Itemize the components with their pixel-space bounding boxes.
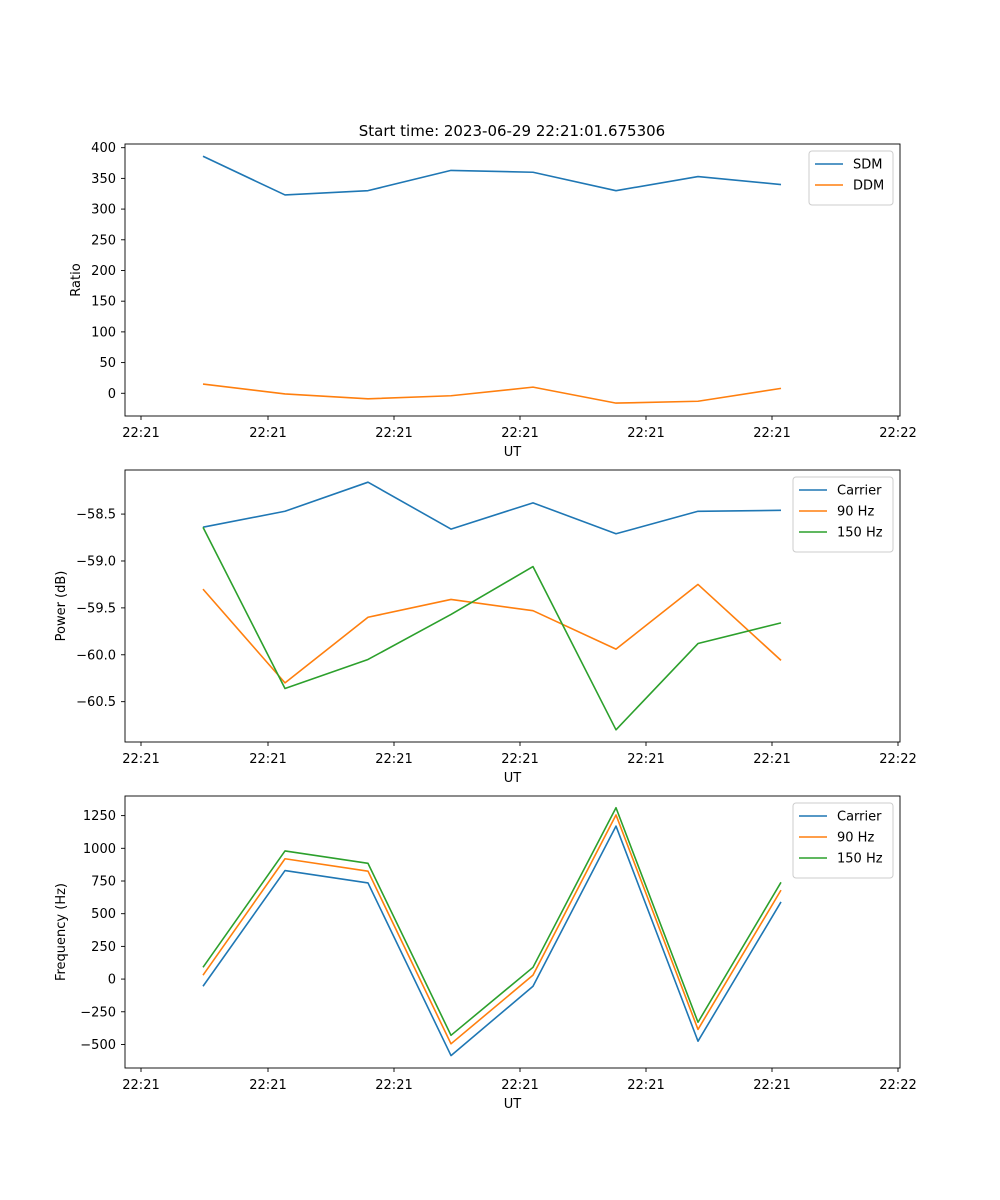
y-tick-label: 100 <box>91 325 116 340</box>
x-tick-label: 22:21 <box>249 752 286 767</box>
y-tick-label: 500 <box>91 907 116 922</box>
x-tick-label: 22:21 <box>375 1078 412 1093</box>
y-tick-label: −59.5 <box>76 601 116 616</box>
y-tick-label: −250 <box>80 1005 116 1020</box>
y-tick-label: 350 <box>91 172 116 187</box>
x-tick-label: 22:21 <box>753 752 790 767</box>
y-tick-label: 0 <box>108 387 116 402</box>
y-tick-label: 750 <box>91 875 116 890</box>
x-tick-label: 22:21 <box>249 426 286 441</box>
legend-label: Carrier <box>837 810 882 825</box>
x-tick-label: 22:21 <box>627 1078 664 1093</box>
x-tick-label: 22:21 <box>122 426 159 441</box>
y-tick-label: −59.0 <box>76 554 116 569</box>
x-tick-label: 22:22 <box>879 426 916 441</box>
y-tick-label: 200 <box>91 264 116 279</box>
series-line-carrier <box>202 481 782 535</box>
x-tick-label: 22:21 <box>375 752 412 767</box>
y-tick-label: 300 <box>91 203 116 218</box>
series-line-ddm <box>202 383 782 404</box>
x-axis-label: UT <box>504 771 522 786</box>
y-tick-label: −60.0 <box>76 648 116 663</box>
legend-label: SDM <box>853 158 882 173</box>
series-line-150-hz <box>202 806 782 1037</box>
legend-box <box>792 476 894 553</box>
series-line-150-hz <box>202 526 782 731</box>
y-tick-label: 50 <box>99 356 116 371</box>
series-line-90-hz <box>202 583 782 684</box>
legend-label: 150 Hz <box>837 526 883 541</box>
x-tick-label: 22:21 <box>627 426 664 441</box>
y-tick-label: 250 <box>91 233 116 248</box>
x-tick-label: 22:22 <box>879 1078 916 1093</box>
x-tick-label: 22:21 <box>249 1078 286 1093</box>
x-axis-label: UT <box>504 445 522 460</box>
x-tick-label: 22:21 <box>501 1078 538 1093</box>
legend: SDM DDM <box>808 150 894 206</box>
legend-label: DDM <box>853 179 884 194</box>
x-tick-label: 22:21 <box>753 1078 790 1093</box>
y-tick-label: 0 <box>108 973 116 988</box>
chart-panel-2: 22:21 22:21 22:21 22:21 22:21 22:21 22:22 UT −60… <box>54 469 917 786</box>
x-tick-label: 22:21 <box>627 752 664 767</box>
legend-label: 90 Hz <box>837 505 874 520</box>
x-tick-label: 22:22 <box>879 752 916 767</box>
legend: Carrier 90 Hz 150 Hz <box>792 476 894 553</box>
series-line-sdm <box>202 155 782 196</box>
x-tick-label: 22:21 <box>501 426 538 441</box>
x-tick-label: 22:21 <box>122 1078 159 1093</box>
legend-label: Carrier <box>837 484 882 499</box>
y-tick-label: 400 <box>91 141 116 156</box>
x-axis-label: UT <box>504 1097 522 1112</box>
x-tick-label: 22:21 <box>122 752 159 767</box>
y-tick-label: −500 <box>80 1038 116 1053</box>
legend-label: 90 Hz <box>837 831 874 846</box>
y-tick-label: −60.5 <box>76 695 116 710</box>
chart-panel-3: 22:21 22:21 22:21 22:21 22:21 22:21 22:22 UT −50… <box>54 795 917 1112</box>
y-tick-label: 1000 <box>83 842 116 857</box>
y-axis-label: Power (dB) <box>54 571 69 642</box>
x-tick-label: 22:21 <box>375 426 412 441</box>
figure-title: Start time: 2023-06-29 22:21:01.675306 <box>359 122 665 140</box>
x-tick-label: 22:21 <box>753 426 790 441</box>
y-axis-label: Frequency (Hz) <box>54 883 69 981</box>
chart-panel-1: 22:21 22:21 22:21 22:21 22:21 22:21 22:22 UT 0 50… <box>69 141 917 460</box>
y-tick-label: 150 <box>91 295 116 310</box>
plot-frame <box>124 795 901 1069</box>
plot-frame <box>124 143 901 417</box>
y-tick-label: 1250 <box>83 809 116 824</box>
plot-frame <box>124 469 901 743</box>
legend-label: 150 Hz <box>837 852 883 867</box>
series-line-carrier <box>202 825 782 1057</box>
legend-box <box>792 802 894 879</box>
x-tick-label: 22:21 <box>501 752 538 767</box>
legend: Carrier 90 Hz 150 Hz <box>792 802 894 879</box>
series-line-90-hz <box>202 814 782 1045</box>
y-axis-label: Ratio <box>69 263 84 296</box>
y-tick-label: 250 <box>91 940 116 955</box>
y-tick-label: −58.5 <box>76 508 116 523</box>
